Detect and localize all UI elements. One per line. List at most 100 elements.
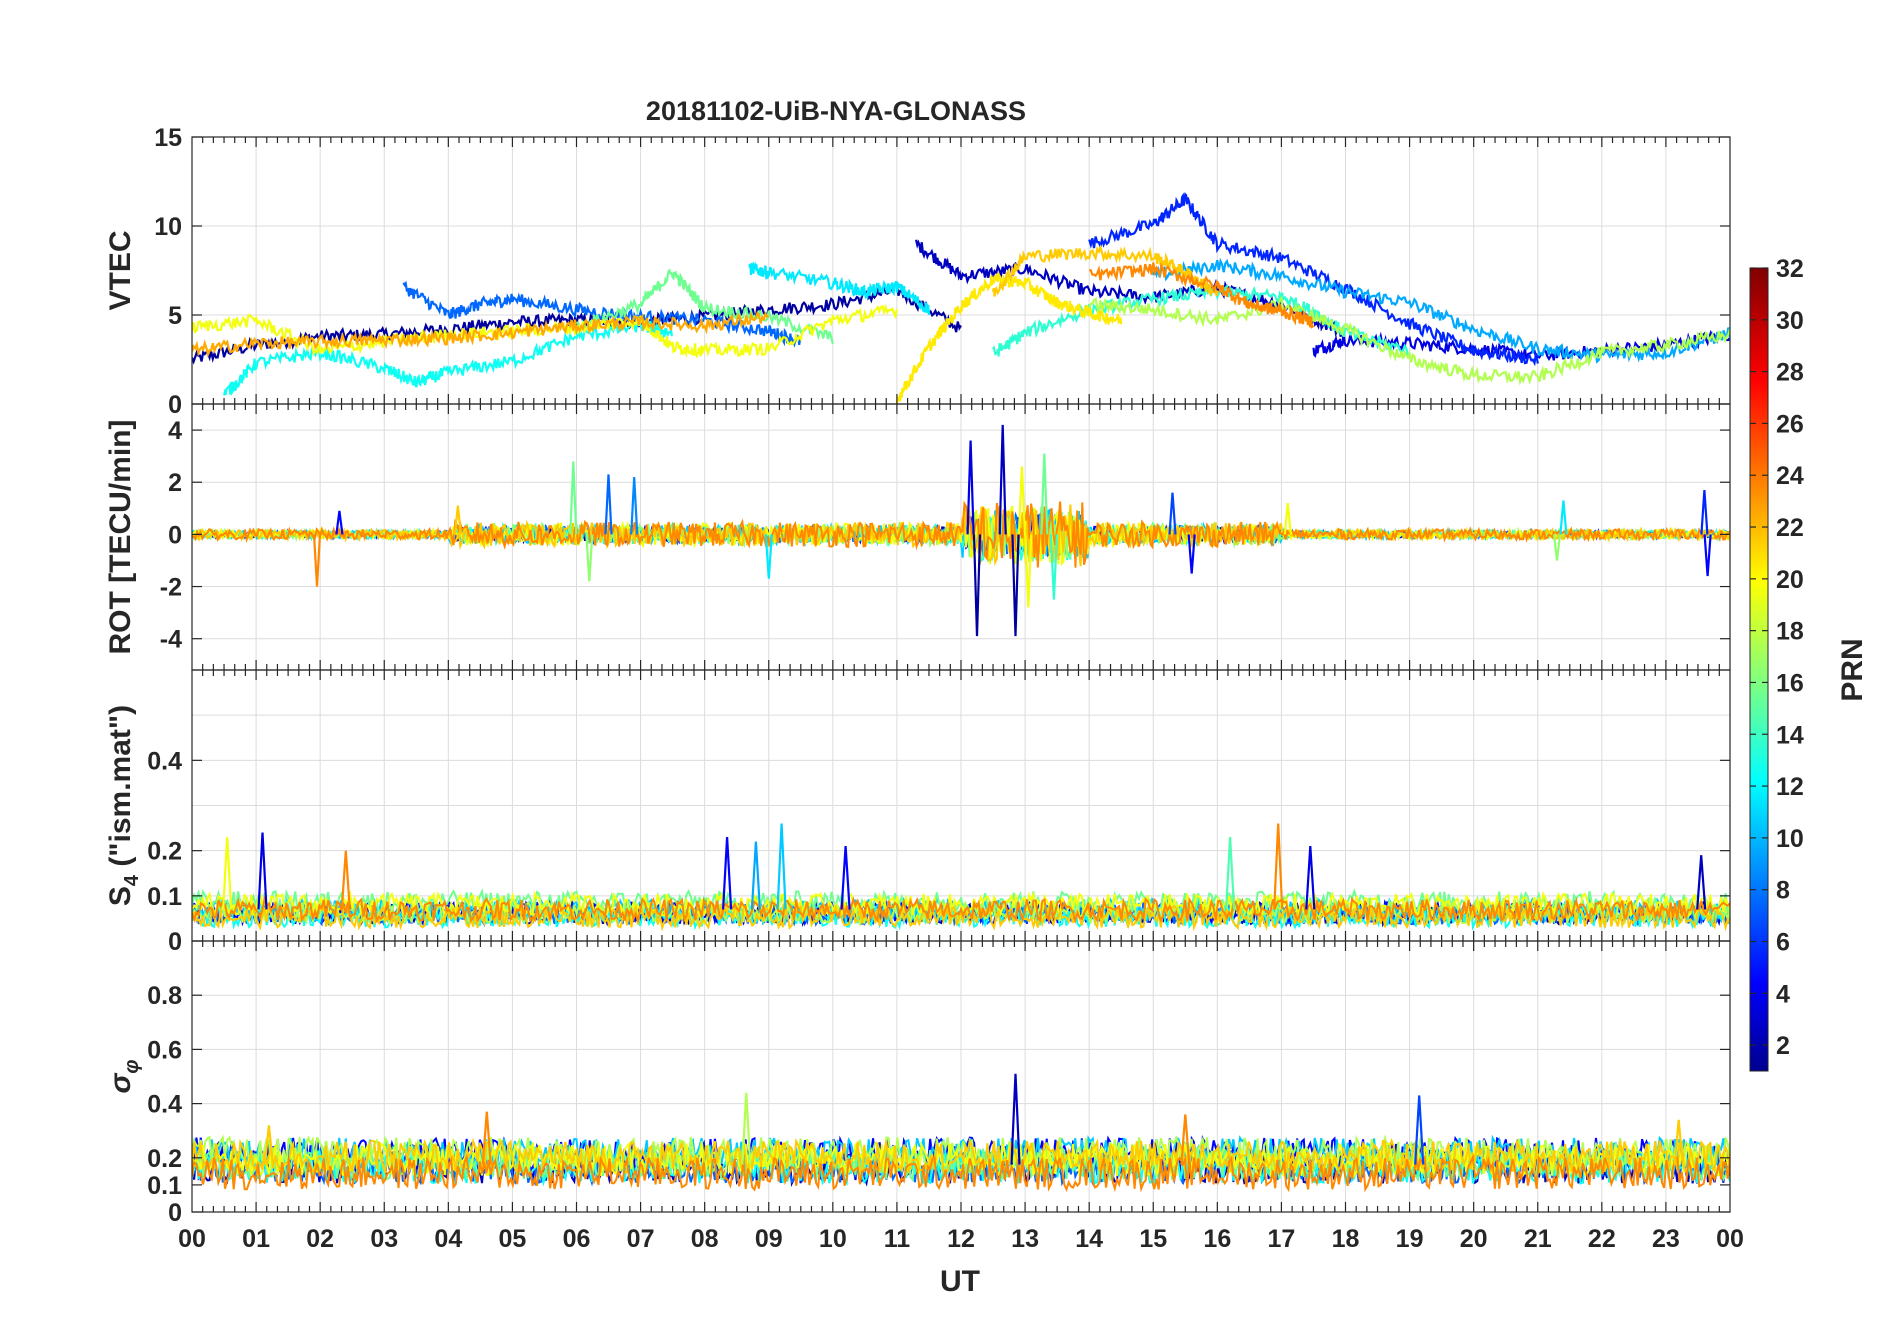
colorbar-tick-label: 16: [1776, 669, 1804, 697]
colorbar-label: PRN: [1836, 638, 1869, 701]
colorbar-tick-label: 12: [1776, 773, 1804, 801]
x-tick-label: 01: [242, 1225, 270, 1253]
x-tick-label: 00: [1716, 1225, 1744, 1253]
sigma_phi-spike: [1180, 1114, 1191, 1165]
vtec-y-tick-label: 10: [154, 213, 182, 241]
x-tick-label: 18: [1332, 1225, 1360, 1253]
vtec-series-prn-16: [576, 268, 834, 345]
rot-spike: [1700, 490, 1709, 535]
panel-rot: -4 -2 0 2 4 ROT [TECU/min]: [104, 403, 1731, 671]
s4-y-tick-label: 0: [168, 928, 182, 956]
vtec-y-tick-label: 15: [154, 124, 182, 152]
x-tick-label: 19: [1396, 1225, 1424, 1253]
vtec-series-prn-21: [895, 270, 1123, 404]
rot-y-tick-label: 4: [168, 417, 182, 445]
x-tick-label: 23: [1652, 1225, 1680, 1253]
panel-sigma_phi: 00.10.2 0.4 0.6 0.8 σφ: [104, 940, 1731, 1227]
s4-series-prn-24: [192, 895, 1730, 925]
sigma_phi-spike: [1414, 1095, 1425, 1165]
sigma_phi-spike: [481, 1111, 492, 1165]
colorbar-gradient: [1750, 268, 1768, 1071]
x-tick-label: 13: [1011, 1225, 1039, 1253]
s4-spike: [840, 846, 851, 910]
vtec-series-prn-8: [402, 280, 802, 348]
rot-spike: [764, 534, 773, 579]
vtec-series-prn-12: [748, 261, 931, 315]
colorbar-tick-label: 18: [1776, 618, 1804, 646]
x-tick-label: 05: [499, 1225, 527, 1253]
rot-spike: [1011, 534, 1020, 637]
rot-spike: [585, 534, 594, 582]
colorbar-tick-label: 14: [1776, 721, 1804, 749]
sigma_phi-spike: [741, 1092, 752, 1165]
rot-spike: [1017, 466, 1026, 535]
sigma_phi-series-prn-24: [192, 1153, 1730, 1193]
x-tick-label: 11: [884, 1225, 911, 1253]
colorbar-tick-label: 26: [1776, 410, 1804, 438]
vtec-series-prn-23: [192, 310, 770, 358]
x-tick-label: 06: [563, 1225, 591, 1253]
x-tick-label: 00: [178, 1225, 206, 1253]
rot-spike: [1283, 502, 1292, 535]
rot-spike: [1559, 500, 1568, 535]
sigma_phi-data: [192, 1073, 1730, 1193]
sigma_phi-y-tick-label: 0.4: [147, 1091, 182, 1119]
rot-y-tick-label: 0: [168, 521, 182, 549]
s4-spike: [1696, 855, 1707, 910]
s4-spike: [776, 823, 787, 910]
rot-spike: [972, 534, 982, 637]
x-tick-label: 08: [691, 1225, 719, 1253]
x-tick-label: 09: [755, 1225, 783, 1253]
sigma_phi-y-tick-label: 0.1: [147, 1172, 182, 1200]
colorbar-tick-label: 20: [1776, 566, 1804, 594]
colorbar-tick-label: 28: [1776, 359, 1804, 387]
rot-spike: [1187, 534, 1196, 574]
x-axis-title: UT: [940, 1265, 980, 1298]
colorbar-tick-label: 30: [1776, 307, 1804, 335]
x-tick-label: 12: [947, 1225, 975, 1253]
rot-spike: [1168, 492, 1177, 535]
rot-spike: [569, 461, 578, 535]
sigma_phi-y-tick-label: 0.6: [147, 1036, 182, 1064]
panel-vtec: 0 5 10 15 VTEC: [104, 124, 1731, 419]
s4-spike: [1273, 823, 1284, 910]
colorbar-frame: [1749, 267, 1769, 1072]
rot-spike: [1049, 534, 1058, 600]
vtec-y-tick-label: 5: [168, 302, 182, 330]
s4-y-axis-title: S4 ("ism.mat"): [104, 705, 143, 906]
x-tick-label: 14: [1075, 1225, 1103, 1253]
rot-spike: [1024, 534, 1033, 608]
colorbar-tick-label: 4: [1776, 980, 1790, 1008]
vtec-y-tick-label: 0: [168, 391, 182, 419]
vtec-series-prn-14: [992, 284, 1410, 357]
s4-spike: [222, 837, 233, 910]
rot-spike: [998, 424, 1007, 535]
rot-spike: [1552, 534, 1562, 561]
chart-title: 20181102-UiB-NYA-GLONASS: [646, 96, 1026, 126]
s4-series-prn-16: [192, 887, 1730, 916]
sigma_phi-y-axis-title: σφ: [104, 1060, 143, 1094]
s4-spike: [722, 837, 733, 910]
x-tick-label: 17: [1268, 1225, 1296, 1253]
vtec-series-prn-24: [1088, 262, 1315, 329]
rot-y-tick-label: -2: [160, 574, 182, 602]
sigma_phi-y-tick-label: 0: [168, 1199, 182, 1227]
vtec-series-prn-18: [1088, 295, 1730, 386]
s4-spike: [1225, 837, 1236, 910]
vtec-series-prn-10: [1152, 257, 1730, 364]
rot-spike: [312, 534, 322, 587]
s4-spike: [340, 850, 351, 910]
x-tick-label: 04: [434, 1225, 462, 1253]
colorbar-tick-label: 32: [1776, 255, 1804, 283]
rot-spike: [966, 440, 975, 535]
rot-data: [192, 424, 1730, 637]
colorbar-tick-label: 22: [1776, 514, 1804, 542]
x-axis: 00 01 02 03 04 05 06 07 08 09 10 11 12 13 14 15 16 17 18 19…: [178, 1225, 1744, 1253]
sigma_phi-spike: [1673, 1119, 1684, 1165]
rot-y-axis-title: ROT [TECU/min]: [104, 420, 137, 655]
x-tick-label: 21: [1524, 1225, 1552, 1253]
rot-spike: [1703, 534, 1712, 577]
